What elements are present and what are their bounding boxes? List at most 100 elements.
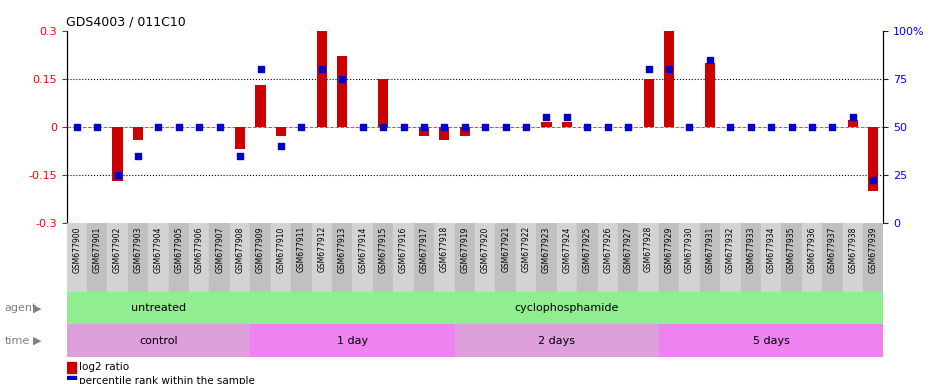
- Point: [478, 124, 493, 130]
- Text: GSM677916: GSM677916: [399, 226, 408, 273]
- Bar: [781, 223, 802, 292]
- Text: GSM677933: GSM677933: [747, 226, 755, 273]
- Point: [89, 124, 104, 130]
- Text: cyclophosphamide: cyclophosphamide: [515, 303, 619, 313]
- Bar: [337, 56, 348, 127]
- Point: [457, 124, 472, 130]
- Point: [519, 124, 534, 130]
- Text: GSM677923: GSM677923: [542, 226, 551, 273]
- Point: [702, 56, 717, 63]
- Point: [253, 66, 268, 72]
- Text: GSM677901: GSM677901: [93, 226, 102, 273]
- Bar: [66, 324, 250, 357]
- Point: [661, 66, 676, 72]
- Point: [151, 124, 166, 130]
- Bar: [658, 223, 679, 292]
- Bar: [643, 79, 654, 127]
- Point: [274, 143, 289, 149]
- Bar: [598, 223, 618, 292]
- Bar: [720, 223, 740, 292]
- Point: [805, 124, 820, 130]
- Text: log2 ratio: log2 ratio: [79, 362, 129, 372]
- Point: [723, 124, 738, 130]
- Bar: [372, 223, 393, 292]
- Text: GSM677911: GSM677911: [297, 226, 306, 272]
- Point: [375, 124, 390, 130]
- Bar: [658, 324, 884, 357]
- Text: GSM677920: GSM677920: [481, 226, 489, 273]
- Text: GSM677900: GSM677900: [72, 226, 81, 273]
- Text: GSM677929: GSM677929: [665, 226, 674, 273]
- Bar: [112, 127, 123, 181]
- Text: GSM677919: GSM677919: [461, 226, 469, 273]
- Point: [355, 124, 370, 130]
- Bar: [419, 127, 429, 136]
- Bar: [230, 223, 250, 292]
- Bar: [66, 376, 76, 384]
- Bar: [107, 223, 127, 292]
- Bar: [209, 223, 230, 292]
- Text: GSM677935: GSM677935: [788, 226, 796, 273]
- Text: GSM677908: GSM677908: [236, 226, 244, 273]
- Bar: [378, 79, 389, 127]
- Text: 2 days: 2 days: [539, 336, 575, 346]
- Text: GSM677928: GSM677928: [644, 226, 653, 272]
- Text: GSM677902: GSM677902: [113, 226, 122, 273]
- Bar: [434, 223, 454, 292]
- Bar: [496, 223, 516, 292]
- Point: [560, 114, 575, 120]
- Bar: [475, 223, 496, 292]
- Point: [784, 124, 799, 130]
- Point: [334, 76, 350, 82]
- Text: GSM677924: GSM677924: [562, 226, 571, 273]
- Text: GSM677930: GSM677930: [685, 226, 693, 273]
- Point: [743, 124, 758, 130]
- Point: [539, 114, 554, 120]
- Bar: [133, 127, 143, 139]
- Bar: [454, 223, 475, 292]
- Point: [682, 124, 697, 130]
- Bar: [250, 324, 454, 357]
- Bar: [352, 223, 372, 292]
- Point: [69, 124, 85, 130]
- Text: untreated: untreated: [131, 303, 186, 313]
- Point: [110, 172, 125, 178]
- Text: agent: agent: [5, 303, 37, 313]
- Text: GSM677910: GSM677910: [276, 226, 285, 273]
- Text: GSM677913: GSM677913: [338, 226, 347, 273]
- Text: GSM677909: GSM677909: [256, 226, 265, 273]
- Text: GDS4003 / 011C10: GDS4003 / 011C10: [66, 15, 186, 28]
- Text: control: control: [139, 336, 178, 346]
- Point: [192, 124, 207, 130]
- Text: GSM677922: GSM677922: [522, 226, 530, 272]
- Text: ▶: ▶: [33, 303, 42, 313]
- Bar: [536, 223, 557, 292]
- Point: [416, 124, 431, 130]
- Bar: [705, 63, 715, 127]
- Point: [846, 114, 861, 120]
- Point: [641, 66, 656, 72]
- Bar: [868, 127, 879, 191]
- Point: [396, 124, 411, 130]
- Point: [233, 152, 248, 159]
- Bar: [66, 223, 87, 292]
- Bar: [561, 122, 572, 127]
- Point: [498, 124, 513, 130]
- Text: GSM677921: GSM677921: [502, 226, 510, 272]
- Point: [600, 124, 616, 130]
- Point: [130, 152, 145, 159]
- Text: GSM677925: GSM677925: [583, 226, 592, 273]
- Text: GSM677912: GSM677912: [317, 226, 326, 272]
- Bar: [316, 31, 327, 127]
- Text: GSM677904: GSM677904: [154, 226, 162, 273]
- Bar: [250, 223, 271, 292]
- Bar: [276, 127, 286, 136]
- Bar: [618, 223, 638, 292]
- Bar: [516, 223, 536, 292]
- Bar: [235, 127, 245, 149]
- Bar: [169, 223, 189, 292]
- Text: GSM677905: GSM677905: [175, 226, 183, 273]
- Text: percentile rank within the sample: percentile rank within the sample: [79, 376, 255, 384]
- Text: GSM677914: GSM677914: [358, 226, 367, 273]
- Bar: [148, 223, 169, 292]
